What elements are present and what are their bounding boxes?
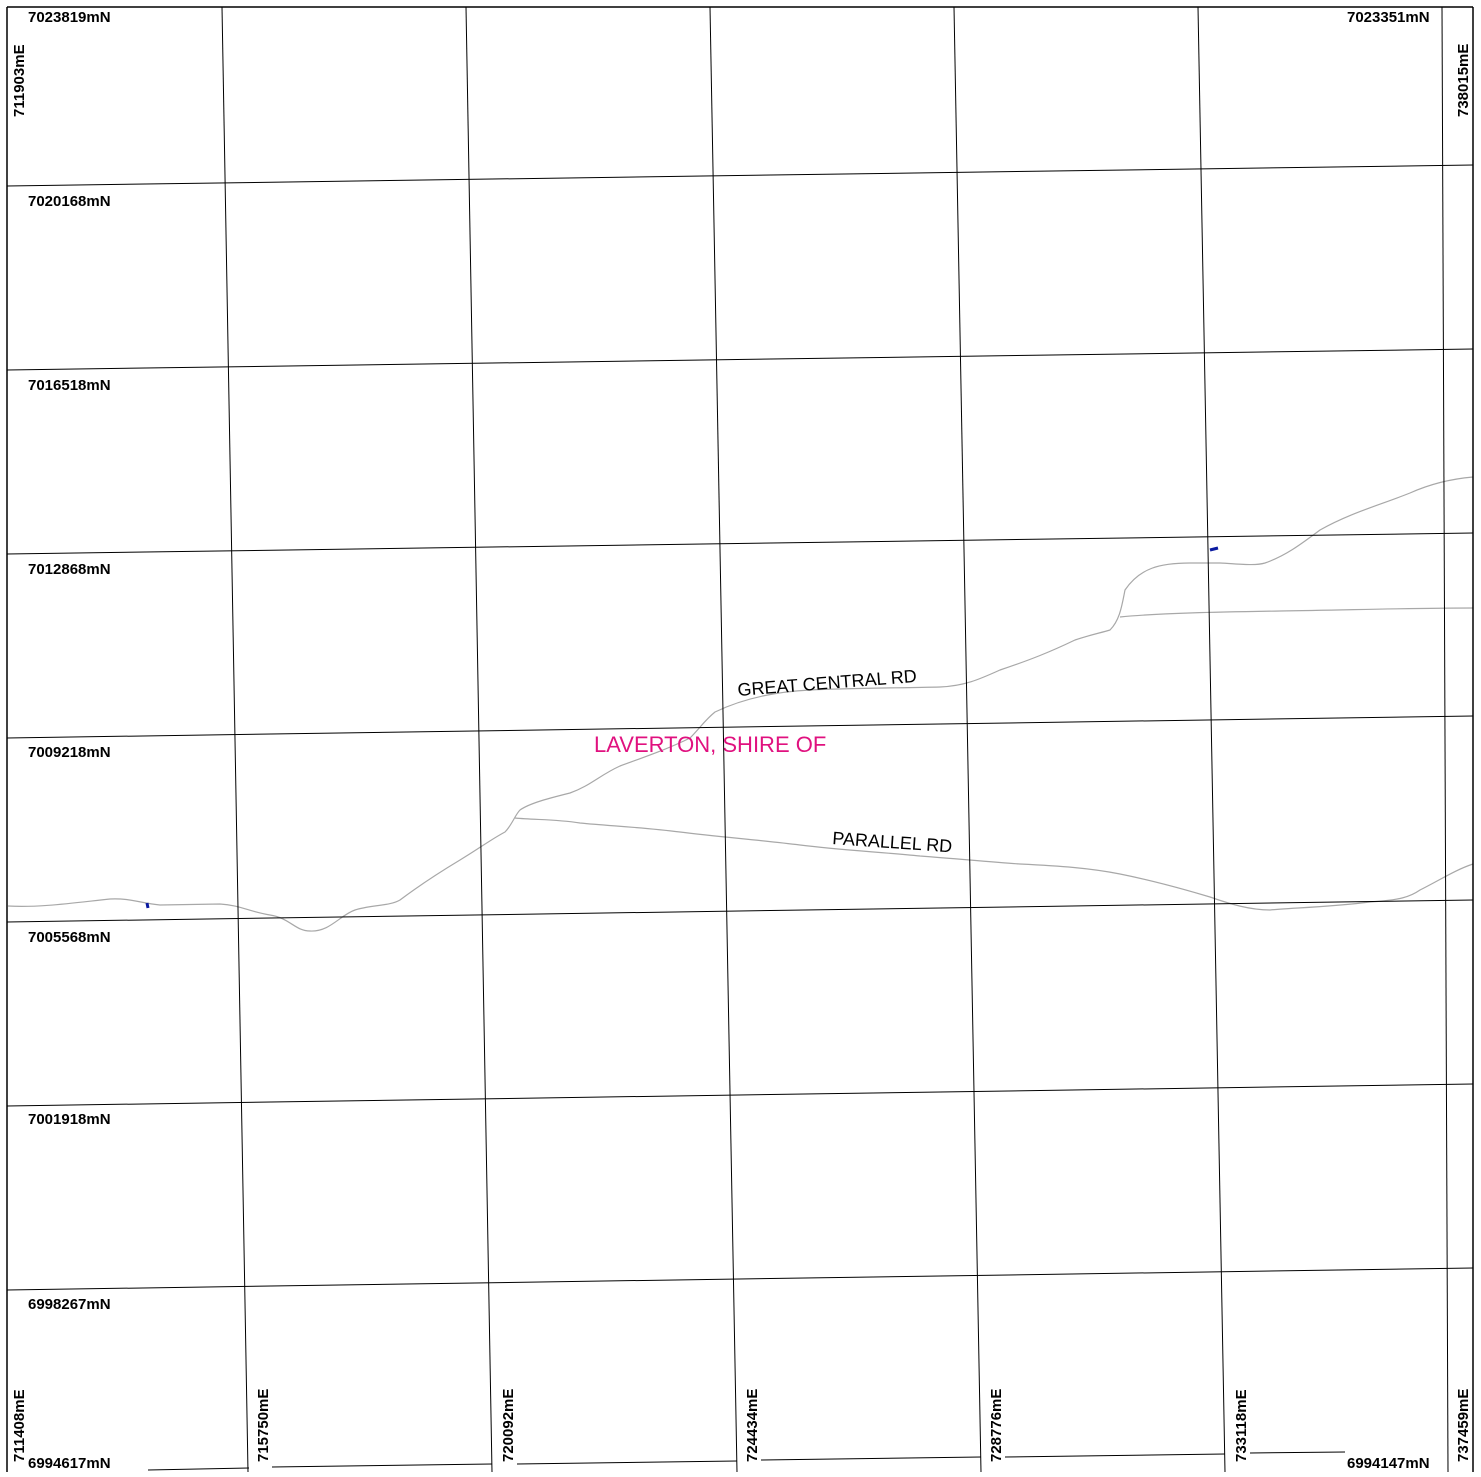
northing-label: 7001918mN — [28, 1111, 111, 1128]
map-bottom-edge — [516, 1460, 738, 1465]
northing-label: 7020168mN — [28, 193, 111, 210]
map-bottom-edge — [271, 1463, 493, 1468]
grid-line-easting — [709, 6, 738, 1473]
northing-label-bottom-right: 6994147mN — [1347, 1455, 1430, 1472]
grid-line-northing — [6, 715, 1474, 739]
easting-label-bottom: 737459mE — [1455, 1389, 1472, 1462]
northing-label: 7012868mN — [28, 561, 111, 578]
northing-label-bottom-left: 6994617mN — [28, 1455, 111, 1472]
grid-line-northing — [6, 164, 1474, 187]
grid-line-easting — [221, 6, 249, 1473]
grid-line-northing — [6, 1083, 1474, 1107]
northing-label-top-right: 7023351mN — [1347, 9, 1430, 26]
easting-label-bottom: 724434mE — [744, 1389, 761, 1462]
northing-label: 6998267mN — [28, 1296, 111, 1313]
parallel-rd-line[interactable] — [514, 817, 1474, 911]
easting-label-bottom: 733118mE — [1233, 1389, 1250, 1462]
grid-line-northing — [6, 532, 1474, 555]
map-bottom-edge — [1249, 1451, 1346, 1454]
map-marker[interactable] — [145, 902, 150, 909]
grid-line-easting — [953, 6, 982, 1473]
grid-layer — [6, 6, 1474, 1473]
easting-label-bottom: 715750mE — [255, 1389, 272, 1462]
easting-label-top-right: 738015mE — [1455, 44, 1472, 117]
easting-label-top-left: 711903mE — [11, 44, 28, 117]
roads-layer — [7, 476, 1474, 932]
easting-label-bottom: 720092mE — [500, 1389, 517, 1462]
map-bottom-edge — [760, 1456, 982, 1461]
northing-label-top-left: 7023819mN — [28, 9, 111, 26]
easting-label-bottom: 711408mE — [11, 1389, 28, 1462]
northing-label: 7016518mN — [28, 377, 111, 394]
grid-line-northing — [6, 899, 1474, 923]
great-central-rd-branch[interactable] — [1119, 607, 1474, 618]
northing-label: 7009218mN — [28, 744, 111, 761]
northing-label: 7005568mN — [28, 929, 111, 946]
map-frame — [6, 6, 1474, 1472]
map-bottom-edge — [147, 1467, 250, 1471]
grid-line-easting — [465, 6, 493, 1473]
grid-line-easting — [1441, 6, 1449, 1473]
grid-line-northing — [6, 348, 1474, 371]
great-central-rd-line[interactable] — [7, 476, 1474, 932]
region-label: LAVERTON, SHIRE OF — [594, 732, 826, 757]
easting-label-bottom: 728776mE — [988, 1389, 1005, 1462]
grid-line-northing — [6, 1267, 1474, 1291]
grid-line-easting — [1197, 6, 1226, 1473]
map-marker[interactable] — [1209, 546, 1219, 552]
map-bottom-edge — [1004, 1453, 1226, 1458]
